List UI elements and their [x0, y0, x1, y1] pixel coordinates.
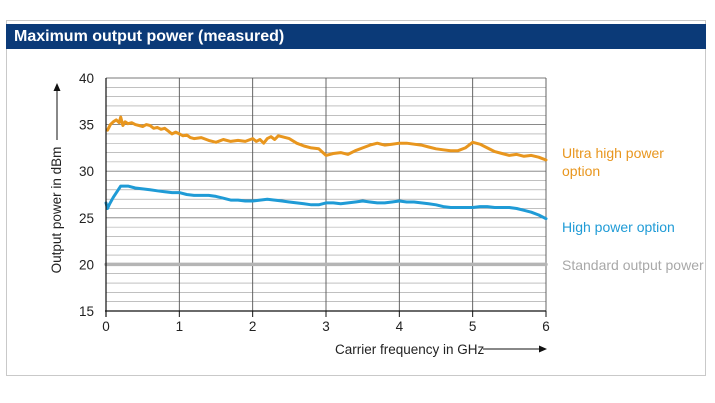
y-tick-label: 40: [79, 71, 94, 86]
legend-label-high-power: High power option: [562, 219, 675, 235]
x-tick-label: 3: [322, 319, 330, 334]
title-bar: Maximum output power (measured): [6, 24, 706, 49]
chart-title: Maximum output power (measured): [14, 28, 285, 45]
y-axis-arrow-head: [53, 83, 61, 91]
y-tick-label: 25: [79, 211, 94, 226]
x-tick-label: 6: [542, 319, 550, 334]
labels-layer: Ultra high power option High power option S…: [562, 145, 704, 273]
legend-label-ultra-high-line1: Ultra high power: [562, 145, 664, 161]
legend-label-ultra-high-line2: option: [562, 163, 600, 179]
series-line-2: [104, 184, 548, 221]
x-axis-title: Carrier frequency in GHz: [335, 342, 485, 357]
y-tick-label: 30: [79, 164, 94, 179]
grid: [106, 77, 547, 312]
x-tick-label: 1: [176, 319, 184, 334]
x-tick-label: 2: [249, 319, 257, 334]
series-layer: [104, 115, 548, 267]
x-tick-label: 0: [102, 319, 110, 334]
legend-label-standard: Standard output power: [562, 257, 704, 273]
y-tick-label: 35: [79, 118, 94, 133]
series-line-1: [106, 115, 548, 162]
y-axis-title: Output power in dBm: [49, 147, 64, 274]
x-tick-label: 5: [469, 319, 477, 334]
x-tick-label: 4: [396, 319, 404, 334]
y-tick-label: 15: [79, 304, 94, 319]
chart-panel: [6, 20, 706, 376]
y-tick-label: 20: [79, 257, 94, 272]
x-axis-arrow-head: [539, 345, 547, 353]
axes: 0 1 2 3 4 5 6 15 20 25 30 35 40 Carrier frequency in …: [49, 71, 550, 357]
